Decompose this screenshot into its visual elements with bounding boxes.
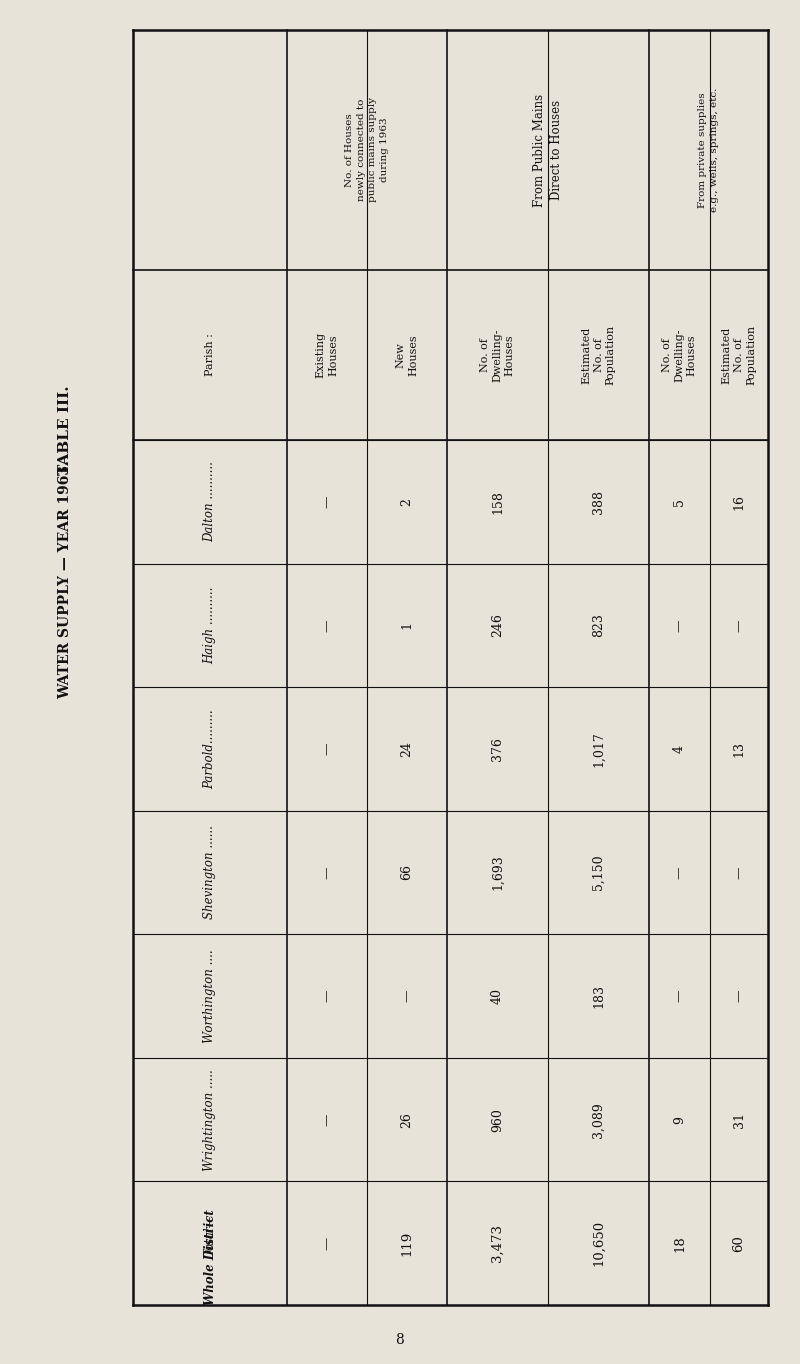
Text: Haigh ..........: Haigh .......... — [203, 587, 217, 664]
Text: 823: 823 — [592, 614, 605, 637]
Text: 5,150: 5,150 — [592, 855, 605, 891]
Text: WATER SUPPLY — YEAR 1963.: WATER SUPPLY — YEAR 1963. — [58, 461, 72, 700]
Text: No. of
Dwelling-
Houses: No. of Dwelling- Houses — [662, 329, 697, 382]
Text: 1: 1 — [401, 622, 414, 629]
Text: Parbold.........: Parbold......... — [203, 709, 217, 788]
Text: —: — — [733, 619, 746, 632]
Text: 60: 60 — [733, 1234, 746, 1252]
Text: 246: 246 — [491, 614, 504, 637]
Text: Dalton ..........: Dalton .......... — [203, 461, 217, 543]
Text: 388: 388 — [592, 490, 605, 514]
Text: 66: 66 — [401, 865, 414, 881]
Text: 183: 183 — [592, 983, 605, 1008]
Text: —: — — [673, 866, 686, 878]
Text: —: — — [733, 866, 746, 878]
Text: 158: 158 — [491, 490, 504, 514]
Text: From Public Mains
Direct to Houses: From Public Mains Direct to Houses — [534, 94, 562, 206]
Text: New
Houses: New Houses — [396, 334, 418, 376]
Text: —: — — [673, 619, 686, 632]
Text: TABLE III.: TABLE III. — [58, 385, 72, 475]
Text: 13: 13 — [733, 741, 746, 757]
Text: —: — — [321, 619, 334, 632]
Text: 40: 40 — [491, 988, 504, 1004]
Text: 10,650: 10,650 — [592, 1221, 605, 1266]
Text: —: — — [733, 990, 746, 1003]
Text: 1,693: 1,693 — [491, 855, 504, 891]
Text: 18: 18 — [673, 1234, 686, 1252]
Text: Whole District: Whole District — [203, 1210, 217, 1305]
Text: No. of Houses
newly connected to
public mains supply
during 1963: No. of Houses newly connected to public … — [346, 97, 389, 202]
Text: Estimated
No. of
Population: Estimated No. of Population — [581, 325, 616, 385]
Text: 31: 31 — [733, 1112, 746, 1128]
Text: 2: 2 — [401, 498, 414, 506]
Text: —: — — [321, 990, 334, 1003]
Text: —: — — [401, 990, 414, 1003]
Text: —: — — [321, 742, 334, 756]
Text: 960: 960 — [491, 1108, 504, 1132]
Text: Shevington ......: Shevington ...... — [203, 825, 217, 919]
Text: Parish :: Parish : — [205, 334, 215, 376]
Text: No. of
Dwelling-
Houses: No. of Dwelling- Houses — [480, 329, 515, 382]
Bar — [133, 30, 768, 1305]
Text: 119: 119 — [401, 1230, 414, 1256]
Text: 26: 26 — [401, 1112, 414, 1128]
Text: 3,089: 3,089 — [592, 1102, 605, 1138]
Text: 3,473: 3,473 — [491, 1225, 504, 1262]
Text: 5: 5 — [673, 498, 686, 506]
Text: —: — — [673, 990, 686, 1003]
Text: 9: 9 — [673, 1116, 686, 1124]
Text: 4: 4 — [673, 745, 686, 753]
Text: From private supplies
e.g., wells, springs, etc.: From private supplies e.g., wells, sprin… — [698, 87, 718, 213]
Text: Total—: Total— — [203, 1214, 217, 1256]
Text: Worthington ....: Worthington .... — [203, 949, 217, 1043]
Text: 1,017: 1,017 — [592, 731, 605, 767]
Text: —: — — [321, 1237, 334, 1249]
Text: —: — — [321, 866, 334, 878]
Text: 376: 376 — [491, 737, 504, 761]
Text: Existing
Houses: Existing Houses — [316, 331, 338, 378]
Text: —: — — [321, 495, 334, 507]
Text: Estimated
No. of
Population: Estimated No. of Population — [722, 325, 757, 385]
Text: 16: 16 — [733, 494, 746, 510]
Text: 24: 24 — [401, 741, 414, 757]
Text: —: — — [321, 1113, 334, 1125]
Text: Wrightington .....: Wrightington ..... — [203, 1069, 217, 1170]
Text: 8: 8 — [396, 1333, 404, 1348]
